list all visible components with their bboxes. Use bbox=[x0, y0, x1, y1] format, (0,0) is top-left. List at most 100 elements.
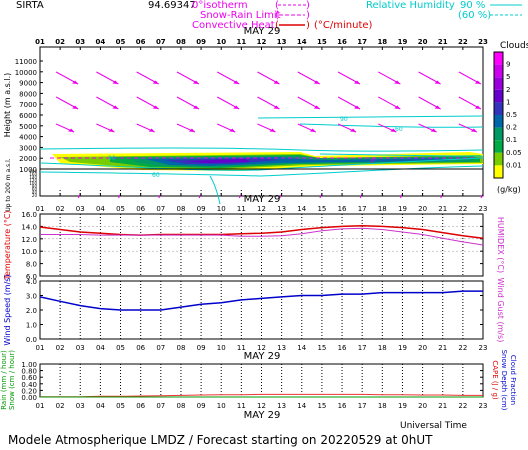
hour-label-09: 09 bbox=[197, 344, 206, 352]
wind-arrow-head bbox=[192, 105, 199, 109]
wind-ticks: 4.0 3.0 2.0 1.0 0.0 bbox=[26, 278, 483, 344]
hour-label-02: 02 bbox=[56, 344, 65, 352]
cloudfrac-ylabel: Cloud Fraction bbox=[509, 355, 517, 405]
hour-label-17: 17 bbox=[358, 344, 367, 352]
hour-label-05: 05 bbox=[116, 344, 125, 352]
temp-date-label: MAY 29 bbox=[244, 194, 281, 205]
height-panel: 0° 90 90 60 60 11000 10000 9000 8000 7000 6000 50… bbox=[3, 26, 484, 212]
height-ylabel: Height (m a.s.l.) bbox=[3, 73, 12, 138]
rh-contour-5 bbox=[209, 175, 221, 205]
precip-grid bbox=[59, 364, 464, 397]
wind-arrow-head bbox=[474, 105, 481, 109]
hour-label-14: 14 bbox=[297, 205, 306, 213]
colorbar-swatch-0 bbox=[494, 52, 503, 65]
height-tick-9000: 9000 bbox=[19, 80, 37, 88]
hour-label-03: 03 bbox=[75, 38, 85, 46]
ytick-0.60: 0.60 bbox=[21, 374, 37, 382]
hour-label-02: 02 bbox=[56, 402, 65, 410]
hour-label-03: 03 bbox=[76, 402, 85, 410]
height-tick-2000: 2000 bbox=[19, 155, 37, 163]
hour-label-15: 15 bbox=[317, 205, 326, 213]
wind-arrow-head bbox=[313, 80, 320, 84]
hour-label-20: 20 bbox=[418, 38, 428, 46]
hour-label-21: 21 bbox=[438, 38, 448, 46]
wind-arrow-head bbox=[354, 80, 361, 84]
colorbar-swatch-7 bbox=[494, 140, 503, 153]
series-line-0 bbox=[40, 393, 483, 398]
hour-label-11: 11 bbox=[237, 205, 246, 213]
hour-label-22: 22 bbox=[458, 402, 467, 410]
wind-arrow-head bbox=[269, 128, 276, 132]
hour-label-01: 01 bbox=[35, 38, 45, 46]
ytick-0.0: 0.0 bbox=[26, 336, 37, 344]
wind-arrow-head bbox=[470, 128, 477, 132]
hour-label-10: 10 bbox=[217, 205, 226, 213]
hour-label-07: 07 bbox=[156, 402, 165, 410]
ytick-0.20: 0.20 bbox=[21, 387, 37, 395]
wind-arrow-head bbox=[148, 128, 155, 132]
colorbar-swatch-5 bbox=[494, 115, 503, 128]
height-tick-5000: 5000 bbox=[19, 123, 37, 131]
wind-arrow-head bbox=[390, 128, 397, 132]
hour-label-23: 23 bbox=[479, 205, 488, 213]
hour-label-13: 13 bbox=[277, 344, 286, 352]
hour-label-01: 01 bbox=[36, 402, 45, 410]
hour-label-03: 03 bbox=[76, 344, 85, 352]
height-low-tick-20: 20 bbox=[32, 193, 38, 198]
hour-label-02: 02 bbox=[56, 205, 65, 213]
hour-label-17: 17 bbox=[357, 38, 367, 46]
wind-arrows bbox=[55, 71, 484, 199]
hour-label-14: 14 bbox=[297, 38, 307, 46]
hour-label-02: 02 bbox=[55, 38, 65, 46]
colorbar-swatch-6 bbox=[494, 127, 503, 141]
legend-rh: Relative Humidity bbox=[366, 0, 455, 11]
hour-label-05: 05 bbox=[116, 205, 125, 213]
hour-label-15: 15 bbox=[317, 38, 327, 46]
hour-label-10: 10 bbox=[217, 344, 226, 352]
hour-label-18: 18 bbox=[378, 402, 387, 410]
hour-label-07: 07 bbox=[156, 344, 165, 352]
colorbar-title: Clouds bbox=[500, 41, 528, 51]
legend-rh-90: 90 % bbox=[460, 0, 485, 11]
hour-label-07: 07 bbox=[156, 205, 165, 213]
hour-label-23: 23 bbox=[479, 402, 488, 410]
hour-label-07: 07 bbox=[156, 38, 166, 46]
hour-label-22: 22 bbox=[458, 344, 467, 352]
hour-label-16: 16 bbox=[337, 38, 347, 46]
temp-hour-labels: 01 02 03 04 05 06 07 08 09 10 11 12 13 14 15 16 17 18 19 20… bbox=[36, 205, 488, 213]
wind-arrow-head bbox=[152, 105, 159, 109]
rh-label-low: 90 bbox=[108, 155, 116, 162]
rh-contour-6 bbox=[319, 153, 484, 157]
hour-label-16: 16 bbox=[338, 344, 347, 352]
hour-label-18: 18 bbox=[378, 205, 387, 213]
ytick-6.0: 6.0 bbox=[26, 273, 37, 281]
colorbar-tick-9: 9 bbox=[506, 61, 510, 69]
height-low-tick-140: 140 bbox=[29, 175, 37, 180]
wind-arrow-head bbox=[112, 105, 119, 109]
colorbar-tick-0.1: 0.1 bbox=[506, 136, 517, 144]
bottom-hour-labels: 01 02 03 04 05 06 07 08 09 10 11 12 13 14 15 16 17 18 19 20… bbox=[36, 402, 488, 410]
wind-arrow-head bbox=[354, 105, 361, 109]
hour-label-12: 12 bbox=[257, 38, 267, 46]
wind-arrow-head bbox=[152, 80, 159, 84]
cloud-band-6 bbox=[185, 159, 250, 163]
ytick-0.00: 0.00 bbox=[21, 394, 37, 402]
wind-arrow-head bbox=[192, 80, 199, 84]
hour-label-05: 05 bbox=[116, 38, 126, 46]
hour-label-08: 08 bbox=[176, 344, 185, 352]
hour-label-01: 01 bbox=[36, 344, 45, 352]
legend-convective: Convective Heat bbox=[192, 20, 275, 31]
hour-label-22: 22 bbox=[458, 205, 467, 213]
legend-isotherm: 0°isotherm bbox=[192, 0, 248, 11]
series-line-0 bbox=[39, 290, 483, 311]
legend-isotherm-paren-l: ( bbox=[275, 0, 279, 11]
hour-label-05: 05 bbox=[116, 402, 125, 410]
ytick-10.0: 10.0 bbox=[21, 248, 37, 256]
ytick-3.0: 3.0 bbox=[26, 293, 37, 301]
legend-convective-unit: (°C/minute) bbox=[314, 20, 373, 31]
height-low-tick-40: 40 bbox=[32, 190, 38, 195]
height-low-tick-100: 100 bbox=[29, 181, 37, 186]
rh-contour-1 bbox=[39, 157, 484, 171]
ytick-14.0: 14.0 bbox=[21, 223, 37, 231]
